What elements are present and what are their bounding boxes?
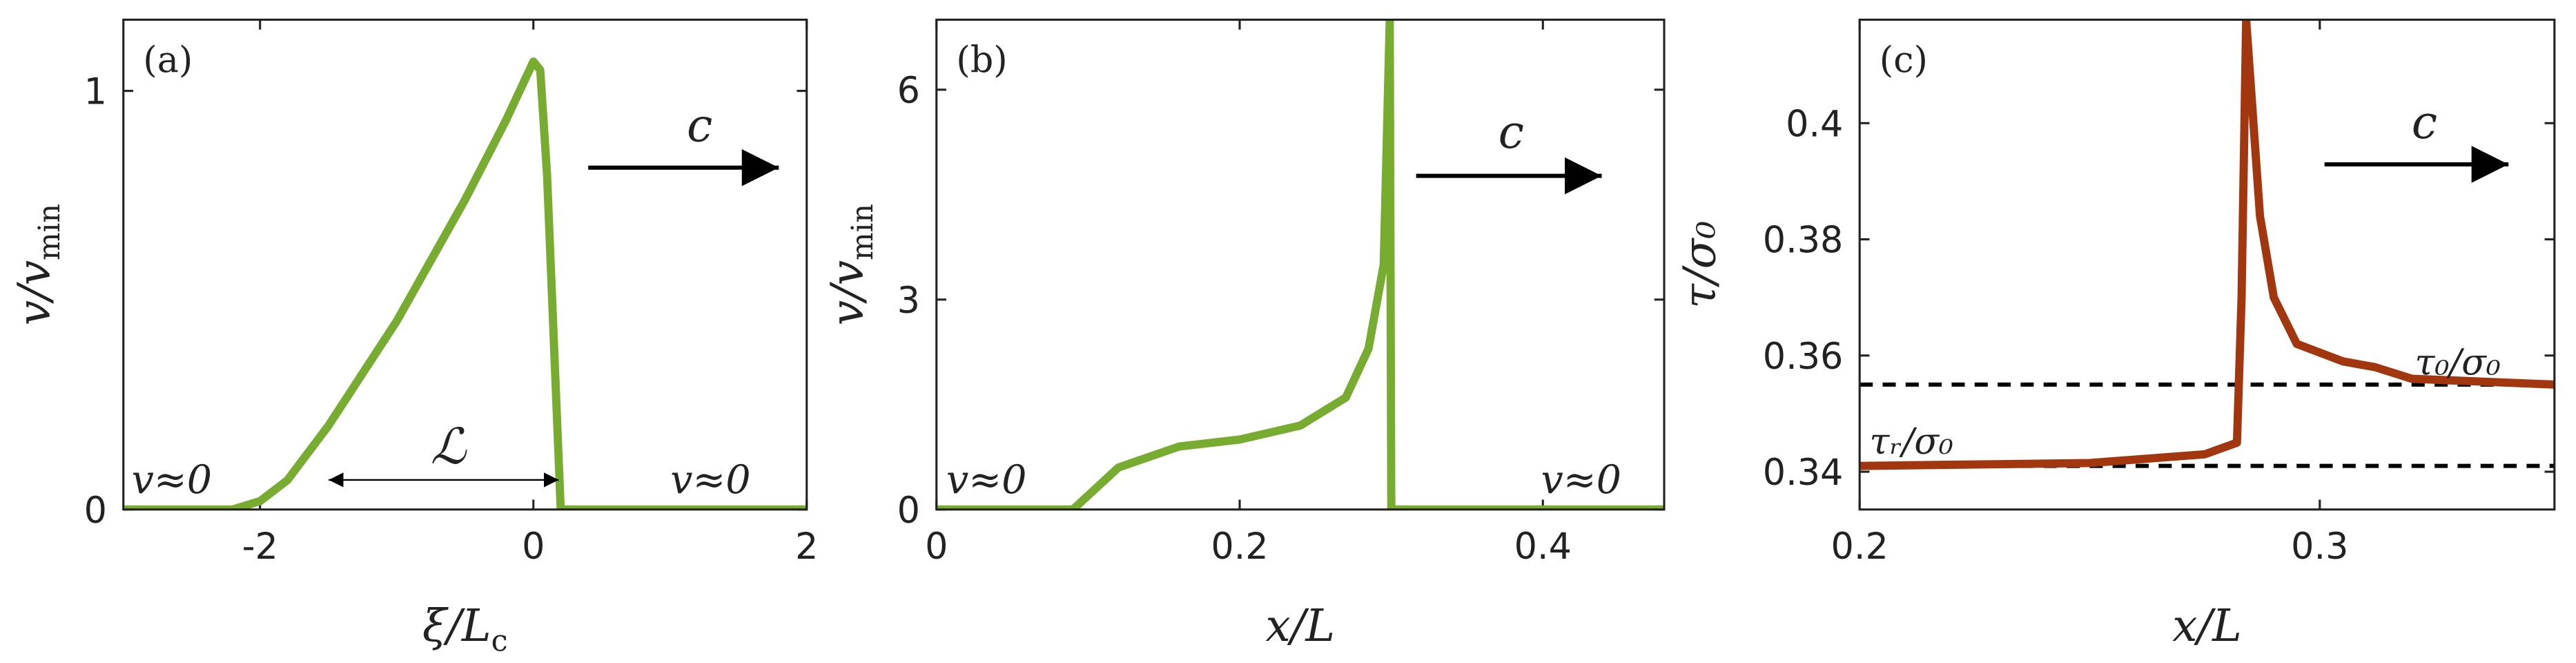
x-axis-label-sub: c (491, 624, 508, 658)
x-tick-label: 0 (522, 526, 545, 568)
y-axis-label-text: v/v (9, 260, 61, 325)
y-tick-label: 6 (897, 70, 920, 112)
y-axis-label: τ/σ₀ (1675, 221, 1726, 309)
x-tick-label: 2 (795, 526, 818, 568)
x-axis-label: x/L (1266, 600, 1336, 652)
annotation: ℒ (431, 418, 467, 475)
x-axis-label-text: x/L (2172, 600, 2242, 652)
data-line (1860, 19, 2555, 470)
x-tick-label: 0.2 (1211, 526, 1268, 568)
y-tick-label: 1 (84, 71, 107, 113)
x-axis-label-text: x/L (1266, 600, 1336, 652)
x-axis-label: x/L (2172, 600, 2242, 652)
y-axis-label: v/vmin (9, 204, 67, 325)
y-tick-label: 3 (897, 280, 920, 322)
annotation: v≈0 (670, 457, 750, 503)
annotation: v≈0 (946, 457, 1026, 503)
data-line (936, 19, 1664, 510)
x-tick-label: 0.3 (2291, 526, 2348, 568)
panel-label: (a) (143, 39, 193, 81)
y-axis-label-text: v/v (822, 260, 874, 325)
y-tick-label: 0 (84, 490, 107, 532)
plot-frame (935, 19, 1666, 511)
annotation: v≈0 (132, 457, 212, 503)
y-tick-label: 0 (897, 490, 920, 532)
x-axis-label: ξ/Lc (422, 600, 508, 658)
y-axis-label-sub: min (846, 204, 880, 260)
y-tick-label: 0.34 (1763, 452, 1844, 494)
annotation: c (1499, 105, 1524, 159)
y-axis-label: v/vmin (822, 204, 880, 325)
x-tick-label: -2 (242, 526, 278, 568)
x-tick-label: 0.4 (1514, 526, 1572, 568)
annotation: v≈0 (1541, 457, 1621, 503)
annotation: τᵣ/σ₀ (1869, 421, 1953, 463)
x-tick-label: 0 (925, 526, 948, 568)
y-axis-label-text: τ/σ₀ (1675, 221, 1726, 309)
y-tick-label: 0.4 (1786, 103, 1843, 145)
panel-label: (c) (1880, 39, 1928, 81)
annotation: c (687, 99, 712, 153)
panel-label: (b) (956, 39, 1007, 81)
x-axis-label-text: ξ/L (422, 600, 491, 652)
y-tick-label: 0.36 (1763, 336, 1844, 378)
plot-frame (122, 19, 808, 511)
annotation: c (2412, 95, 2437, 149)
plot-frame (1858, 19, 2556, 511)
annotation: τ₀/σ₀ (2415, 342, 2501, 384)
y-tick-label: 0.38 (1763, 220, 1844, 262)
x-tick-label: 0.2 (1831, 526, 1889, 568)
data-line (123, 57, 807, 510)
y-axis-label-sub: min (32, 204, 67, 260)
